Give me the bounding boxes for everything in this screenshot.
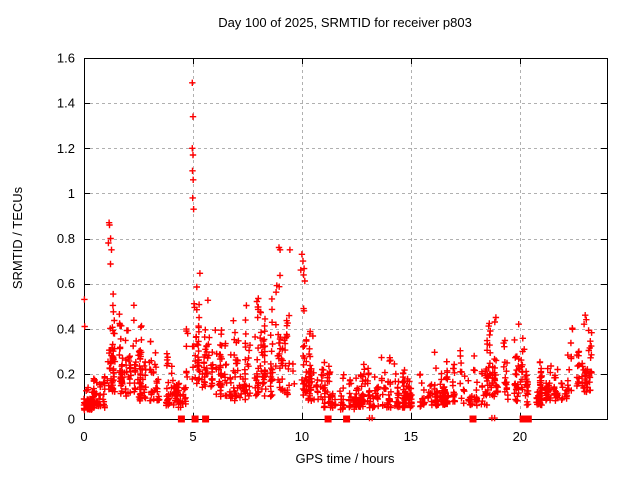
x-tick-labels: 0 5 10 15 20	[80, 429, 527, 444]
zero-marker-square	[202, 415, 210, 423]
y-axis-label: SRMTID / TECUs	[10, 186, 25, 289]
zero-marker-square	[524, 415, 532, 423]
x-tick-label: 5	[189, 429, 196, 444]
zero-marker-square	[469, 415, 477, 423]
zero-marker-square	[177, 415, 185, 423]
axis-ticks	[84, 58, 607, 420]
y-tick-label: 0.8	[57, 231, 75, 246]
x-tick-label: 0	[80, 429, 87, 444]
y-tick-label: 1.2	[57, 141, 75, 156]
x-tick-label: 10	[295, 429, 309, 444]
y-tick-label: 0.6	[57, 276, 75, 291]
y-tick-label: 1.6	[57, 51, 75, 66]
zero-marker-square	[324, 415, 332, 423]
y-tick-label: 1	[68, 186, 75, 201]
y-tick-label: 0.4	[57, 321, 75, 336]
x-axis-label: GPS time / hours	[296, 451, 395, 466]
y-tick-label: 0	[68, 412, 75, 427]
y-tick-label: 1.4	[57, 96, 75, 111]
grid-lines	[84, 58, 607, 419]
scatter-points	[80, 79, 595, 422]
zero-marker-square	[343, 415, 351, 423]
zero-markers	[177, 415, 532, 423]
zero-marker-square	[191, 415, 199, 423]
chart-title: Day 100 of 2025, SRMTID for receiver p80…	[218, 15, 472, 30]
y-tick-labels: 0 0.2 0.4 0.6 0.8 1 1.2 1.4 1.6	[57, 51, 75, 427]
x-tick-label: 20	[513, 429, 527, 444]
x-tick-label: 15	[404, 429, 418, 444]
y-tick-label: 0.2	[57, 366, 75, 381]
